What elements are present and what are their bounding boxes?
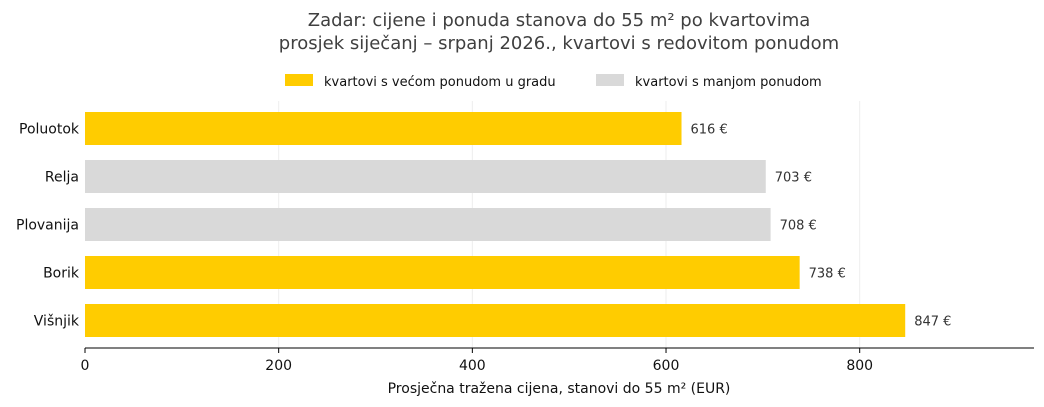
bar-borik: [85, 256, 800, 289]
legend-label-manja: kvartovi s manjom ponudom: [635, 75, 822, 90]
x-axis-title: Prosječna tražena cijena, stanovi do 55 …: [388, 381, 731, 397]
category-label: Poluotok: [19, 122, 80, 138]
bars: [85, 112, 906, 337]
category-label: Plovanija: [16, 218, 79, 234]
category-label: Borik: [43, 266, 80, 282]
value-label: 703 €: [775, 171, 812, 186]
value-label: 616 €: [691, 123, 728, 138]
value-label: 738 €: [809, 267, 846, 282]
bar-relja: [85, 160, 766, 193]
x-axis-ticks: 0 200 400 600 800: [81, 348, 873, 374]
x-tick-label: 800: [846, 358, 873, 374]
x-tick-label: 400: [459, 358, 486, 374]
bar-plovanija: [85, 208, 771, 241]
value-label: 847 €: [914, 315, 951, 330]
legend: kvartovi s većom ponudom u gradu kvartov…: [285, 74, 822, 90]
x-axis: 0 200 400 600 800 Prosječna tražena cijena, …: [81, 347, 1034, 397]
x-tick-label: 0: [81, 358, 90, 374]
legend-swatch-veca: [285, 74, 313, 86]
bar-višnjik: [85, 304, 906, 337]
chart-title: Zadar: cijene i ponuda stanova do 55 m² …: [279, 10, 839, 54]
bar-poluotok: [85, 112, 682, 145]
category-labels: Poluotok Relja Plovanija Borik Višnjik: [16, 122, 80, 330]
category-label: Višnjik: [34, 314, 80, 330]
chart-title-line-1: Zadar: cijene i ponuda stanova do 55 m² …: [308, 10, 811, 31]
legend-swatch-manja: [596, 74, 624, 86]
x-tick-label: 200: [265, 358, 292, 374]
x-tick-label: 600: [653, 358, 680, 374]
value-labels: 616 € 703 € 708 € 738 € 847 €: [691, 123, 952, 330]
chart-title-line-2: prosjek siječanj – srpanj 2026., kvartov…: [279, 33, 839, 54]
legend-label-veca: kvartovi s većom ponudom u gradu: [324, 75, 556, 90]
category-label: Relja: [45, 170, 79, 186]
value-label: 708 €: [780, 219, 817, 234]
